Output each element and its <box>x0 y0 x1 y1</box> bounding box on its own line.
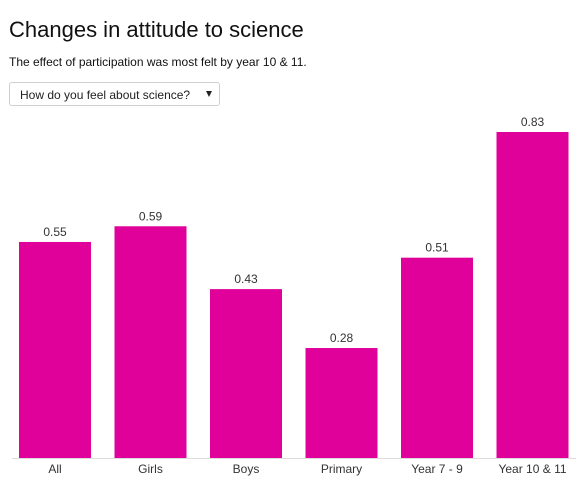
x-tick-label: Year 7 - 9 <box>411 462 463 476</box>
x-tick-label: Year 10 & 11 <box>498 462 566 476</box>
bar-2[interactable] <box>210 289 282 458</box>
question-select-value: How do you feel about science? <box>20 88 191 102</box>
bar-3[interactable] <box>305 348 378 458</box>
x-tick-label: Primary <box>321 462 362 476</box>
chart-title: Changes in attitude to science <box>9 17 304 42</box>
bar-value-label: 0.55 <box>43 225 67 239</box>
chart-subtitle: The effect of participation was most fel… <box>9 55 307 69</box>
bar-value-label: 0.51 <box>425 241 449 255</box>
bar-1[interactable] <box>114 226 187 458</box>
bar-5[interactable] <box>496 132 569 458</box>
bar-4[interactable] <box>401 257 473 458</box>
x-tick-label: All <box>48 462 61 476</box>
bar-value-label: 0.59 <box>139 209 163 223</box>
question-select[interactable]: How do you feel about science? <box>9 82 220 106</box>
bar-value-label: 0.83 <box>521 115 545 129</box>
bar-value-label: 0.43 <box>234 272 258 286</box>
x-tick-label: Boys <box>233 462 260 476</box>
chevron-down-icon <box>206 91 212 97</box>
bar-value-label: 0.28 <box>330 331 354 345</box>
bar-0[interactable] <box>19 241 91 458</box>
x-tick-label: Girls <box>138 462 163 476</box>
